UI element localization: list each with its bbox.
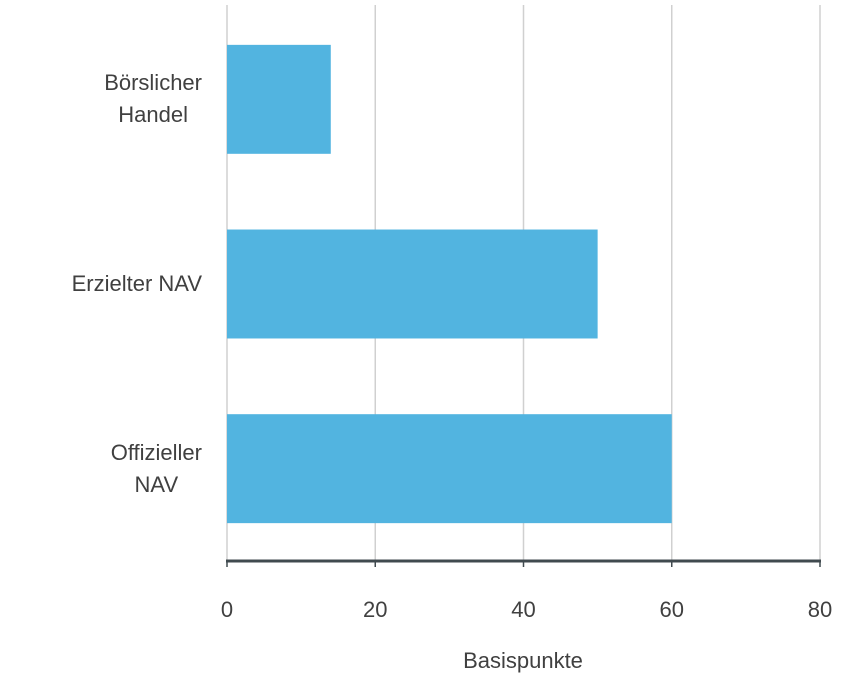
bar xyxy=(227,44,331,154)
x-axis-label: Basispunkte xyxy=(463,648,583,673)
y-tick-label: Börslicher Handel xyxy=(104,70,202,128)
bar xyxy=(227,229,598,339)
x-tick-label: 40 xyxy=(511,597,535,622)
y-tick-label: Erzielter NAV xyxy=(71,271,202,296)
x-tick-label: 80 xyxy=(808,597,832,622)
y-tick-label: Offizieller NAV xyxy=(110,439,202,497)
x-tick-label: 20 xyxy=(363,597,387,622)
bar xyxy=(227,414,672,524)
x-tick-label: 60 xyxy=(660,597,684,622)
x-tick-label: 0 xyxy=(221,597,233,622)
